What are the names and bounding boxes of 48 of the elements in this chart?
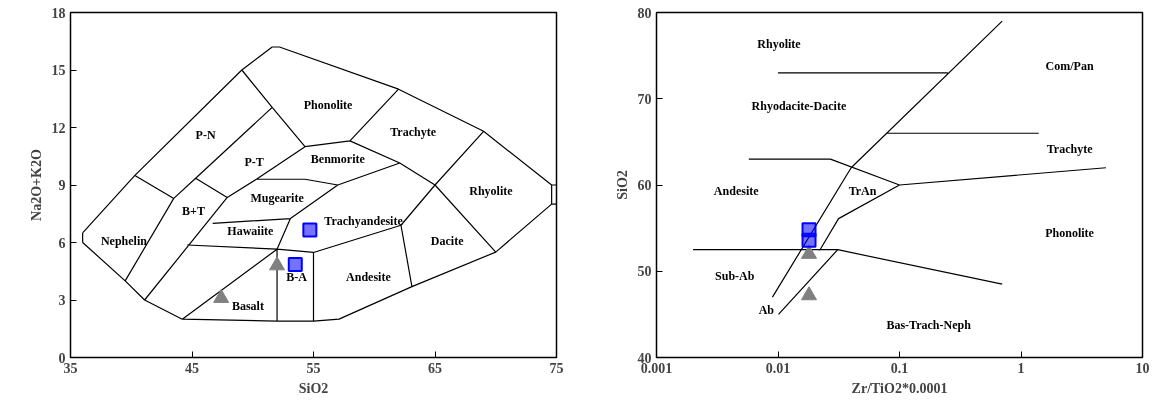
annotation: Rhyolite bbox=[469, 183, 514, 198]
annotation: Andesite bbox=[346, 270, 392, 285]
annotation: Andesite bbox=[713, 183, 760, 198]
annotation: Nephelin bbox=[100, 233, 148, 248]
annotation: P-T bbox=[244, 154, 264, 169]
x-tick-label: 10 bbox=[1135, 360, 1150, 376]
annotation: Basalt bbox=[231, 298, 264, 313]
x-tick-label: 0.1 bbox=[890, 360, 909, 376]
annotation: Mugearite bbox=[250, 191, 305, 206]
annotation: TrAn bbox=[848, 183, 877, 198]
x-tick-label: 55 bbox=[306, 360, 321, 376]
y-axis-title: Na2O+K2O bbox=[28, 149, 44, 221]
annotation: Dacite bbox=[430, 233, 465, 248]
y-tick-label: 12 bbox=[51, 120, 66, 136]
y-tick-label: 9 bbox=[58, 178, 66, 193]
y-tick-label: 50 bbox=[637, 264, 652, 280]
annotation: P-N bbox=[195, 128, 216, 143]
annotation: Com/Pan bbox=[1045, 58, 1094, 73]
x-axis-title: Zr/TiO2*0.0001 bbox=[851, 380, 948, 396]
annotation: Trachyte bbox=[1046, 141, 1094, 156]
y-tick-label: 80 bbox=[637, 5, 652, 21]
annotation: Bas-Trach-Neph bbox=[886, 317, 972, 332]
y-tick-label: 0 bbox=[58, 350, 66, 366]
annotation: B+T bbox=[182, 203, 205, 218]
y-tick-label: 15 bbox=[51, 63, 66, 78]
annotation: Hawaiite bbox=[227, 223, 274, 238]
annotation: Benmorite bbox=[310, 152, 366, 167]
annotation: Ab bbox=[758, 302, 775, 317]
annotation: Sub-Ab bbox=[715, 269, 755, 284]
annotation: Rhyodacite-Dacite bbox=[751, 98, 847, 113]
y-tick-label: 60 bbox=[637, 178, 652, 193]
y-tick-label: 6 bbox=[58, 235, 66, 251]
annotation: Trachyte bbox=[390, 124, 437, 139]
x-tick-label: 1 bbox=[1017, 360, 1025, 376]
y-tick-label: 3 bbox=[58, 293, 66, 308]
y-axis-title: SiO2 bbox=[614, 170, 630, 200]
annotation: Rhyolite bbox=[757, 37, 802, 52]
y-tick-label: 18 bbox=[51, 5, 66, 21]
annotation: Phonolite bbox=[1045, 226, 1095, 241]
x-axis-title: SiO2 bbox=[298, 380, 329, 396]
x-tick-label: 75 bbox=[549, 360, 564, 376]
annotation: B-A bbox=[286, 270, 308, 285]
x-tick-label: 65 bbox=[428, 360, 442, 376]
y-tick-label: 70 bbox=[637, 91, 652, 107]
annotation: Phonolite bbox=[303, 97, 354, 112]
x-tick-label: 0.01 bbox=[765, 360, 791, 376]
annotation: Trachyandesite bbox=[324, 213, 404, 228]
x-tick-label: 45 bbox=[185, 360, 199, 376]
